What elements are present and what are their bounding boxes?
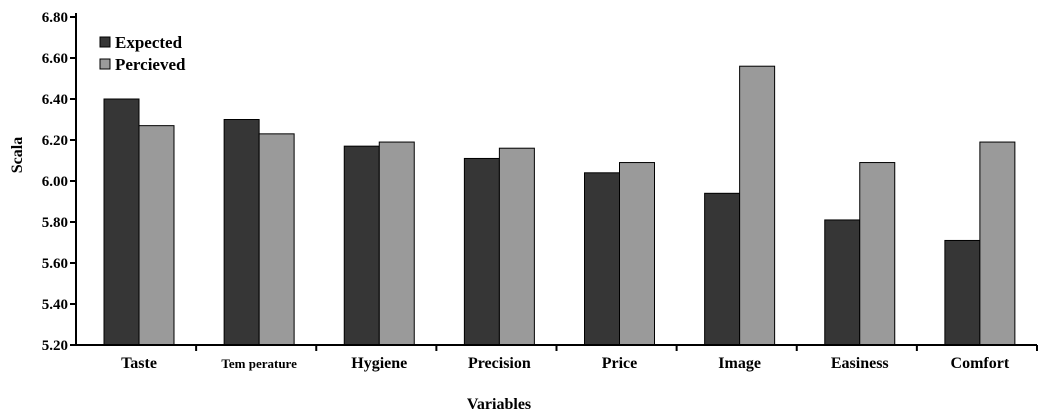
- x-axis: Taste Tem perature Hygiene Precision Price Im…: [76, 344, 1038, 372]
- legend-label: Percieved: [115, 55, 186, 74]
- y-tick-label: 6.20: [42, 133, 68, 149]
- y-tick-label: 5.60: [42, 256, 68, 272]
- bars: [103, 65, 1016, 346]
- bar-percieved-comfort: [979, 141, 1016, 346]
- x-tick-label: Price: [602, 355, 638, 372]
- bar-expected-taste: [103, 98, 140, 346]
- y-tick-label: 6.60: [42, 51, 68, 67]
- bar-percieved-price: [619, 162, 655, 346]
- y-tick-label: 6.00: [42, 174, 68, 190]
- y-tick-label: 5.20: [42, 338, 68, 354]
- legend-swatch: [99, 58, 111, 70]
- x-tick-label: Hygiene: [351, 355, 407, 372]
- x-tick-label: Precision: [468, 355, 531, 372]
- legend-label: Expected: [115, 33, 183, 52]
- bar-expected-temperature: [223, 119, 260, 346]
- bar-percieved-hygiene: [378, 141, 415, 346]
- x-tick-label: Image: [718, 355, 761, 372]
- x-tick-label: Taste: [121, 355, 157, 372]
- y-tick-label: 6.40: [42, 92, 68, 108]
- y-tick-label: 6.80: [42, 10, 68, 26]
- bar-percieved-taste: [138, 125, 175, 346]
- bar-expected-easiness: [824, 219, 861, 346]
- bar-expected-comfort: [944, 239, 981, 346]
- bar-expected-hygiene: [343, 145, 380, 346]
- legend: Expected Percieved: [99, 33, 186, 74]
- x-axis-title: Variables: [467, 396, 531, 413]
- y-axis: 5.20 5.40 5.60 5.80 6.00 6.20 6.40 6.60 6.80: [42, 10, 77, 354]
- x-tick-label: Tem perature: [221, 356, 297, 371]
- bar-expected-price: [584, 172, 620, 346]
- x-tick-label: Easiness: [831, 355, 889, 372]
- y-axis-title: Scala: [9, 137, 26, 173]
- legend-swatch: [99, 36, 111, 48]
- bar-expected-precision: [463, 157, 500, 346]
- x-tick-label: Comfort: [951, 355, 1010, 372]
- y-tick-label: 5.80: [42, 215, 68, 231]
- bar-percieved-precision: [498, 147, 535, 346]
- y-tick-label: 5.40: [42, 297, 68, 313]
- bar-percieved-easiness: [859, 162, 896, 346]
- bar-expected-image: [704, 192, 741, 346]
- bar-percieved-image: [739, 65, 776, 346]
- bar-percieved-temperature: [258, 133, 295, 346]
